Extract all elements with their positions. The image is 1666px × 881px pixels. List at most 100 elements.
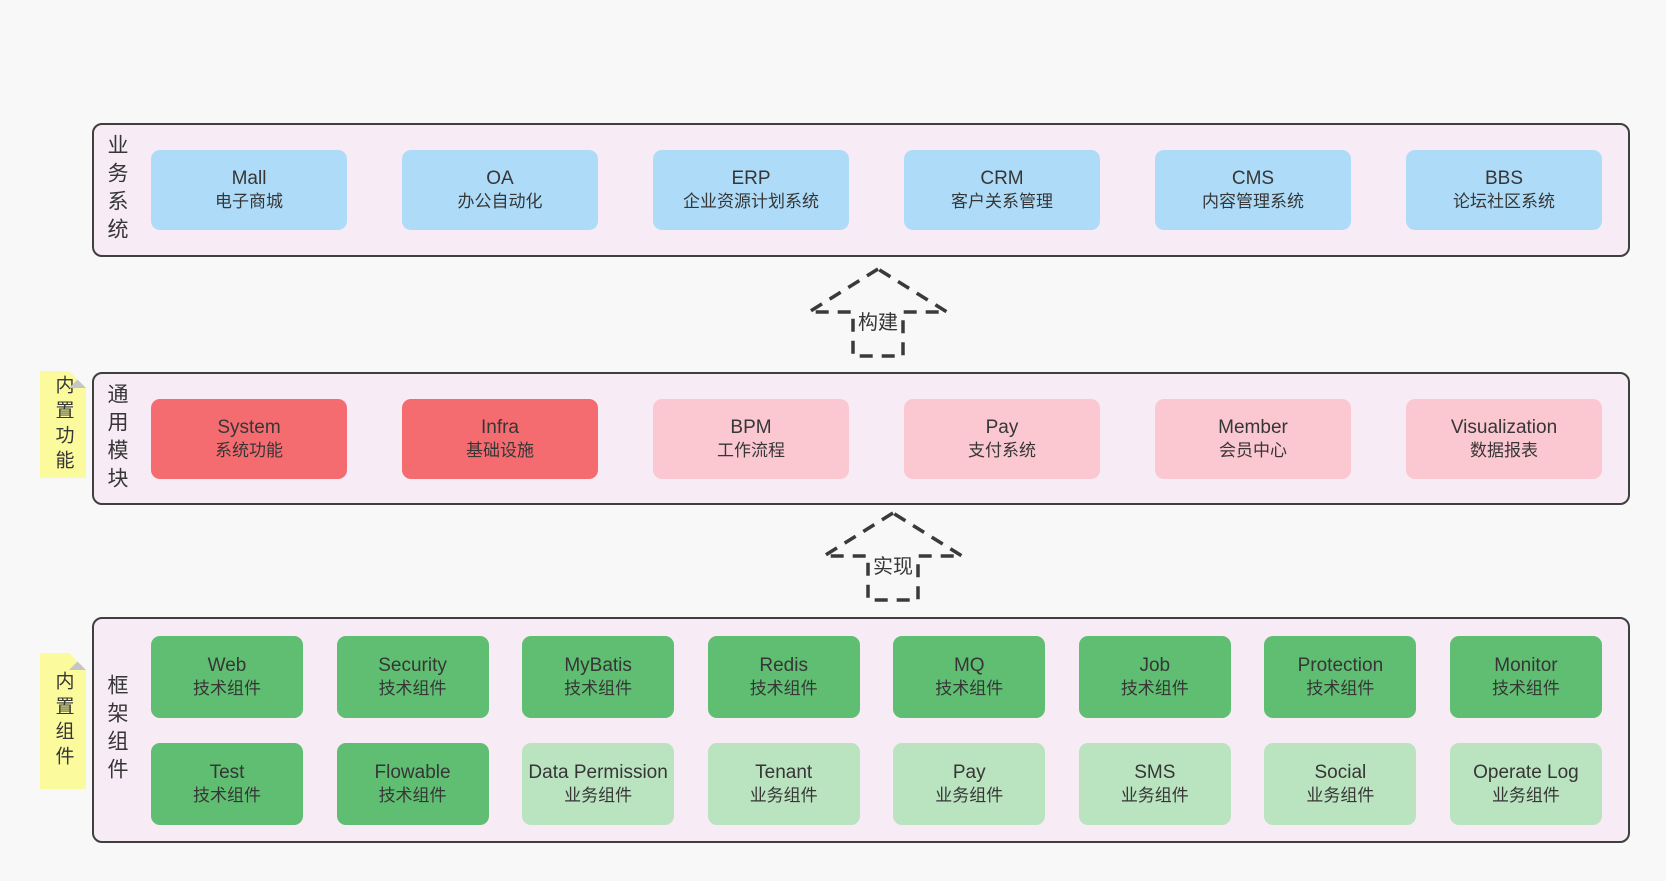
box-mq: MQ 技术组件 bbox=[893, 635, 1046, 718]
box-visualization: Visualization 数据报表 bbox=[1406, 398, 1602, 479]
box-subtitle: 业务组件 bbox=[935, 785, 1004, 805]
box-title: Tenant bbox=[755, 761, 813, 783]
box-subtitle: 基础设施 bbox=[466, 440, 534, 460]
box-subtitle: 企业资源计划系统 bbox=[683, 192, 819, 212]
box-web: Web 技术组件 bbox=[151, 635, 303, 718]
common-modules-layer: 通用模块 System 系统功能 Infra 基础设施 BPM 工作流程 Pay… bbox=[92, 372, 1630, 505]
box-subtitle: 会员中心 bbox=[1219, 440, 1287, 460]
box-title: Redis bbox=[759, 654, 808, 676]
box-title: BPM bbox=[730, 416, 772, 438]
box-flowable: Flowable 技术组件 bbox=[336, 742, 489, 825]
box-title: Flowable bbox=[374, 761, 451, 783]
box-subtitle: 办公自动化 bbox=[457, 192, 543, 212]
box-test: Test 技术组件 bbox=[151, 742, 303, 825]
box-title: MyBatis bbox=[564, 654, 632, 676]
box-job: Job 技术组件 bbox=[1078, 635, 1231, 718]
note-builtin-components: 内置组件 bbox=[40, 653, 86, 789]
note-builtin-features: 内置功能 bbox=[40, 371, 86, 478]
box-monitor: Monitor 技术组件 bbox=[1449, 635, 1602, 718]
box-title: Monitor bbox=[1494, 654, 1558, 676]
note-builtin-components-label: 内置组件 bbox=[52, 671, 74, 771]
box-title: Web bbox=[207, 654, 247, 676]
box-subtitle: 技术组件 bbox=[1306, 678, 1375, 698]
components-row-1: Web 技术组件 Security 技术组件 MyBatis 技术组件 Redi… bbox=[151, 635, 1602, 718]
box-bbs: BBS 论坛社区系统 bbox=[1406, 150, 1602, 230]
box-title: Protection bbox=[1297, 654, 1384, 676]
box-subtitle: 技术组件 bbox=[1491, 678, 1560, 698]
box-operate-log: Operate Log 业务组件 bbox=[1449, 742, 1602, 825]
box-subtitle: 支付系统 bbox=[968, 440, 1036, 460]
box-mall: Mall 电子商城 bbox=[151, 150, 347, 230]
box-title: Operate Log bbox=[1473, 761, 1579, 783]
box-subtitle: 技术组件 bbox=[378, 785, 447, 805]
box-title: BBS bbox=[1484, 168, 1524, 190]
box-title: Job bbox=[1139, 654, 1171, 676]
note-builtin-features-label: 内置功能 bbox=[52, 374, 74, 475]
box-title: Test bbox=[209, 761, 245, 783]
modules-boxes-row: System 系统功能 Infra 基础设施 BPM 工作流程 Pay 支付系统… bbox=[139, 398, 1628, 479]
arrow-build: 构建 bbox=[805, 265, 951, 360]
box-title: Pay bbox=[952, 761, 986, 783]
box-protection: Protection 技术组件 bbox=[1264, 635, 1417, 718]
box-subtitle: 业务组件 bbox=[749, 785, 818, 805]
box-title: Social bbox=[1314, 761, 1367, 783]
box-title: Security bbox=[378, 654, 447, 676]
box-bpm: BPM 工作流程 bbox=[653, 398, 849, 479]
box-subtitle: 业务组件 bbox=[564, 785, 633, 805]
box-system: System 系统功能 bbox=[151, 398, 347, 479]
box-subtitle: 数据报表 bbox=[1470, 440, 1538, 460]
box-erp: ERP 企业资源计划系统 bbox=[653, 150, 849, 230]
box-subtitle: 论坛社区系统 bbox=[1453, 192, 1555, 212]
box-tenant: Tenant 业务组件 bbox=[707, 742, 860, 825]
box-subtitle: 内容管理系统 bbox=[1202, 192, 1304, 212]
arrow-implement-label: 实现 bbox=[870, 549, 916, 580]
layer-title-modules: 通用模块 bbox=[105, 382, 128, 495]
box-title: System bbox=[217, 416, 281, 438]
box-social: Social 业务组件 bbox=[1264, 742, 1417, 825]
box-title: OA bbox=[486, 168, 514, 190]
box-title: Infra bbox=[480, 416, 520, 438]
box-subtitle: 电子商城 bbox=[215, 192, 283, 212]
business-boxes-row: Mall 电子商城 OA 办公自动化 ERP 企业资源计划系统 CRM 客户关系… bbox=[139, 150, 1628, 230]
box-title: ERP bbox=[731, 168, 771, 190]
box-subtitle: 技术组件 bbox=[378, 678, 447, 698]
dashed-up-arrow-icon bbox=[805, 266, 951, 358]
box-data-permission: Data Permission 业务组件 bbox=[522, 742, 675, 825]
box-subtitle: 工作流程 bbox=[717, 440, 785, 460]
box-security: Security 技术组件 bbox=[336, 635, 489, 718]
box-subtitle: 业务组件 bbox=[1491, 785, 1560, 805]
components-row-2: Test 技术组件 Flowable 技术组件 Data Permission … bbox=[151, 742, 1602, 825]
box-subtitle: 技术组件 bbox=[564, 678, 633, 698]
dashed-up-arrow-icon bbox=[820, 510, 966, 602]
box-cms: CMS 内容管理系统 bbox=[1155, 150, 1351, 230]
box-title: CRM bbox=[980, 168, 1024, 190]
box-title: Pay bbox=[985, 416, 1019, 438]
box-redis: Redis 技术组件 bbox=[707, 635, 860, 718]
box-crm: CRM 客户关系管理 bbox=[904, 150, 1100, 230]
box-subtitle: 业务组件 bbox=[1306, 785, 1375, 805]
framework-components-layer: 框架组件 Web 技术组件 Security 技术组件 MyBatis 技术组件… bbox=[92, 617, 1630, 843]
box-title: SMS bbox=[1134, 761, 1176, 783]
box-subtitle: 技术组件 bbox=[193, 785, 261, 805]
box-infra: Infra 基础设施 bbox=[402, 398, 598, 479]
box-oa: OA 办公自动化 bbox=[402, 150, 598, 230]
box-member: Member 会员中心 bbox=[1155, 398, 1351, 479]
arrow-build-label: 构建 bbox=[855, 305, 901, 336]
box-sms: SMS 业务组件 bbox=[1078, 742, 1231, 825]
box-subtitle: 技术组件 bbox=[935, 678, 1004, 698]
box-subtitle: 技术组件 bbox=[193, 678, 261, 698]
box-title: MQ bbox=[953, 654, 985, 676]
layer-title-business: 业务系统 bbox=[105, 134, 128, 246]
box-title: CMS bbox=[1231, 168, 1275, 190]
box-subtitle: 技术组件 bbox=[749, 678, 818, 698]
box-pay-module: Pay 支付系统 bbox=[904, 398, 1100, 479]
box-subtitle: 系统功能 bbox=[215, 440, 283, 460]
layer-title-components: 框架组件 bbox=[105, 674, 128, 786]
box-subtitle: 业务组件 bbox=[1120, 785, 1189, 805]
box-subtitle: 技术组件 bbox=[1120, 678, 1189, 698]
box-title: Data Permission bbox=[528, 761, 668, 783]
note-fold-corner bbox=[69, 371, 86, 388]
box-title: Mall bbox=[231, 168, 267, 190]
box-subtitle: 客户关系管理 bbox=[951, 192, 1053, 212]
box-title: Member bbox=[1218, 416, 1288, 438]
